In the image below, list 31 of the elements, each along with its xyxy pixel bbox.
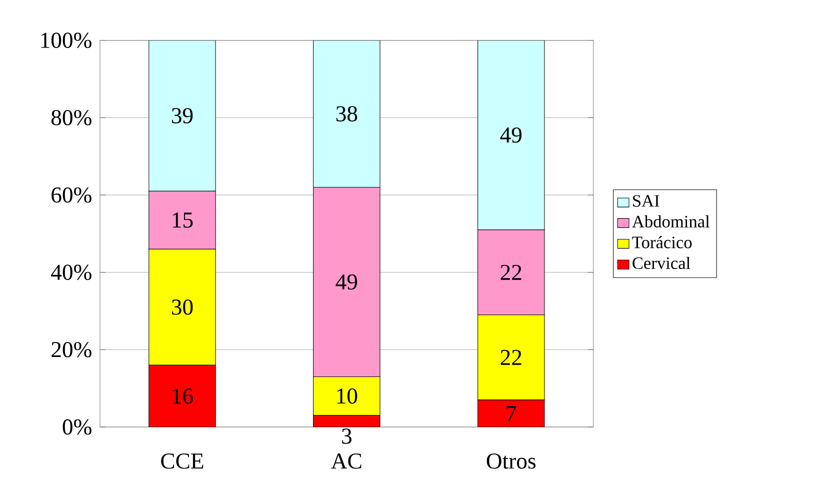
legend-label: SAI <box>633 195 660 207</box>
bar <box>478 400 545 427</box>
data-label: 3 <box>342 428 352 444</box>
bar <box>313 40 380 188</box>
data-label: 16 <box>172 388 193 404</box>
y-tick-label: 80% <box>51 110 92 126</box>
data-label: 30 <box>172 299 193 315</box>
data-label: 39 <box>172 108 193 124</box>
data-label: 10 <box>337 388 358 404</box>
bar <box>313 415 380 427</box>
data-label: 15 <box>172 212 193 228</box>
legend-label: Cervical <box>632 256 690 270</box>
data-label: 49 <box>336 274 358 290</box>
x-tick-label: CCE <box>161 453 204 469</box>
y-tick-label: 20% <box>52 342 92 358</box>
x-tick-label: Otros <box>486 453 536 469</box>
x-tick-label: AC <box>331 453 362 469</box>
legend-label: Torácico <box>632 236 692 248</box>
y-tick-label: 40% <box>51 264 92 280</box>
data-label: 38 <box>336 106 358 122</box>
bar <box>478 40 545 230</box>
data-label: 22 <box>500 350 522 365</box>
y-tick-label: 100% <box>41 32 92 48</box>
bar <box>148 364 216 427</box>
data-label: 7 <box>506 406 516 421</box>
y-tick-label: 0% <box>62 419 92 435</box>
y-tick-label: 60% <box>52 187 92 203</box>
legend-label: Abdominal <box>632 215 710 228</box>
bar <box>148 40 216 192</box>
data-label: 22 <box>500 264 522 280</box>
data-label: 49 <box>500 127 522 143</box>
